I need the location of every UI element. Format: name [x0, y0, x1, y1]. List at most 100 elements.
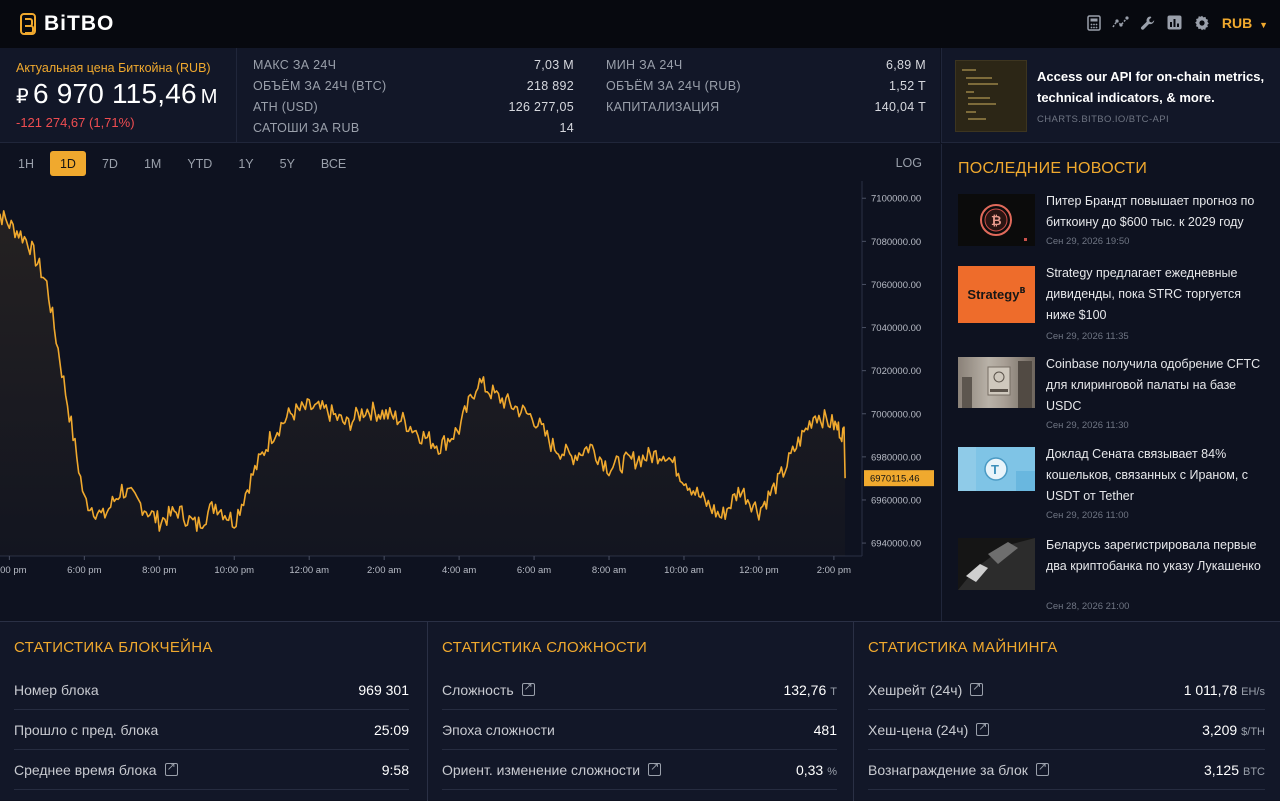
price-line	[0, 210, 846, 532]
y-tick-label: 7000000.00	[871, 409, 921, 420]
tab-7d[interactable]: 7D	[101, 156, 118, 171]
external-link-icon[interactable]	[164, 760, 178, 776]
stat-label: МИН ЗА 24Ч	[606, 58, 683, 72]
stat-time-since-block: Прошло с пред. блока 25:09	[14, 710, 409, 750]
stat-label: МАКС ЗА 24Ч	[253, 58, 337, 72]
x-tick-label: 4:00 am	[442, 565, 476, 576]
stat-value: 14	[559, 121, 574, 135]
y-tick-label: 6960000.00	[871, 495, 921, 506]
stat-value: 3,209	[1202, 721, 1238, 738]
x-tick-label: 4:00 pm	[0, 565, 27, 576]
stat-low-24h: МИН ЗА 24Ч 6,89 M	[606, 58, 926, 72]
news-headline[interactable]: Беларусь зарегистрировала первые два кри…	[1046, 538, 1261, 573]
stat-high-24h: МАКС ЗА 24Ч 7,03 M	[253, 58, 574, 72]
tab-1d[interactable]: 1D	[49, 151, 86, 176]
price-chart-panel: 1H 1D 7D 1M YTD 1Y 5Y ВСЕ LOG 7100000.00…	[0, 144, 940, 621]
y-tick-label: 6980000.00	[871, 452, 921, 463]
news-item[interactable]: Беларусь зарегистрировала первые два кри…	[958, 538, 1268, 612]
difficulty-stats-title: СТАТИСТИКА СЛОЖНОСТИ	[442, 639, 648, 656]
external-link-icon[interactable]	[970, 680, 984, 696]
news-headline[interactable]: Strategy предлагает ежедневные дивиденды…	[1046, 266, 1241, 322]
x-tick-label: 6:00 pm	[67, 565, 101, 576]
y-tick-label: 7020000.00	[871, 366, 921, 377]
news-item[interactable]: ₿ Питер Брандт повышает прогноз по битко…	[958, 194, 1268, 254]
price-number: 6 970 115,46	[32, 78, 197, 109]
gear-icon[interactable]	[1193, 14, 1210, 31]
code-thumbnail	[955, 60, 1027, 132]
price-panel: Актуальная цена Биткойна (RUB) ₽6 970 11…	[0, 48, 237, 143]
stat-value: 140,04 T	[874, 100, 926, 114]
tab-1m[interactable]: 1M	[143, 156, 162, 171]
x-tick-label: 10:00 pm	[214, 565, 254, 576]
logo[interactable]: BiTBO	[20, 12, 114, 36]
price-change: -121 274,67 (1,71%)	[16, 115, 135, 130]
api-link[interactable]: CHARTS.BITBO.IO/BTC-API	[1037, 114, 1170, 125]
stat-value: 969 301	[358, 681, 409, 698]
calculator-icon[interactable]	[1085, 14, 1102, 31]
blockchain-stats-title: СТАТИСТИКА БЛОКЧЕЙНА	[14, 639, 213, 656]
chart-settings-icon[interactable]	[1112, 14, 1129, 31]
stat-value: 1 011,78	[1183, 681, 1238, 698]
news-date: Сен 29, 2026 19:50	[1046, 236, 1130, 247]
stat-difficulty-epoch: Эпоха сложности 481	[442, 710, 837, 750]
current-price-marker	[864, 470, 934, 487]
y-tick-label: 7080000.00	[871, 237, 921, 248]
news-headline[interactable]: Coinbase получила одобрение CFTC для кли…	[1046, 357, 1261, 413]
x-tick-label: 12:00 am	[289, 565, 329, 576]
stat-volume-rub: ОБЪЁМ ЗА 24Ч (RUB) 1,52 T	[606, 79, 926, 93]
x-tick-label: 8:00 pm	[142, 565, 176, 576]
strategy-logo: Strategy	[967, 287, 1020, 302]
currency-label: RUB	[1221, 15, 1253, 31]
range-tabs: 1H 1D 7D 1M YTD 1Y 5Y ВСЕ	[8, 151, 356, 176]
currency-selector[interactable]: RUB ▼	[1222, 15, 1268, 31]
ruble-symbol: ₽	[16, 86, 29, 108]
bar-chart-icon[interactable]	[1166, 14, 1183, 31]
external-link-icon[interactable]	[648, 760, 662, 776]
mining-stats: СТАТИСТИКА МАЙНИНГА Хешрейт (24ч) 1 011,…	[853, 622, 1280, 801]
news-thumbnail: ₿	[958, 194, 1035, 246]
news-headline[interactable]: Доклад Сената связывает 84% кошельков, с…	[1046, 447, 1249, 503]
tab-1h[interactable]: 1H	[18, 156, 34, 171]
wrench-icon[interactable]	[1139, 14, 1156, 31]
tab-5y[interactable]: 5Y	[279, 156, 295, 171]
stat-difficulty: Сложность 132,76T	[442, 670, 837, 710]
x-tick-label: 12:00 pm	[739, 565, 779, 576]
news-headline[interactable]: Питер Брандт повышает прогноз по биткоин…	[1046, 194, 1255, 229]
news-item[interactable]: T Доклад Сената связывает 84% кошельков,…	[958, 447, 1268, 521]
stat-unit: $/TH	[1241, 725, 1265, 738]
api-promo[interactable]: Access our API for on-chain metrics, tec…	[941, 48, 1280, 143]
external-link-icon[interactable]	[976, 720, 990, 736]
bitcoin-superscript-icon: B	[1019, 286, 1026, 295]
difficulty-stats: СТАТИСТИКА СЛОЖНОСТИ Сложность 132,76T Э…	[427, 622, 853, 801]
x-tick-label: 8:00 am	[592, 565, 626, 576]
y-tick-label: 6940000.00	[871, 539, 921, 550]
price-label: Актуальная цена Биткойна (RUB)	[16, 61, 211, 75]
stat-label: КАПИТАЛИЗАЦИЯ	[606, 100, 720, 114]
x-tick-label: 2:00 am	[367, 565, 401, 576]
external-link-icon[interactable]	[521, 680, 535, 696]
stat-value: 9:58	[381, 761, 409, 778]
price-suffix: M	[200, 86, 218, 108]
stat-ath-usd: ATH (USD) 126 277,05	[253, 100, 574, 114]
news-date: Сен 28, 2026 21:00	[1046, 601, 1130, 612]
stat-block-reward: Вознаграждение за блок 3,125 BTC	[868, 750, 1265, 790]
stat-value: 6,89 M	[885, 58, 926, 72]
external-link-icon[interactable]	[1035, 760, 1049, 776]
log-scale-toggle[interactable]: LOG	[895, 156, 922, 170]
stat-market-cap: КАПИТАЛИЗАЦИЯ 140,04 T	[606, 100, 926, 114]
x-tick-label: 6:00 am	[517, 565, 551, 576]
news-thumbnail: Strategy B	[958, 266, 1035, 323]
price-value: ₽6 970 115,46 M	[16, 78, 218, 110]
tab-1y[interactable]: 1Y	[238, 156, 254, 171]
stat-volume-btc: ОБЪЁМ ЗА 24Ч (BTC) 218 892	[253, 79, 574, 93]
stat-label: Ориент. изменение сложности	[442, 761, 641, 778]
tab-all[interactable]: ВСЕ	[320, 156, 347, 171]
news-item[interactable]: Strategy B Strategy предлагает ежедневные…	[958, 266, 1268, 342]
stat-value: 0,33	[795, 761, 824, 778]
tab-ytd[interactable]: YTD	[187, 156, 213, 171]
price-chart[interactable]: 7100000.00 7080000.00 7060000.00 7040000.00…	[0, 181, 940, 621]
news-item[interactable]: Coinbase получила одобрение CFTC для кли…	[958, 357, 1268, 431]
stat-label: ATH (USD)	[253, 100, 318, 114]
stat-avg-block-time: Среднее время блока 9:58	[14, 750, 409, 790]
